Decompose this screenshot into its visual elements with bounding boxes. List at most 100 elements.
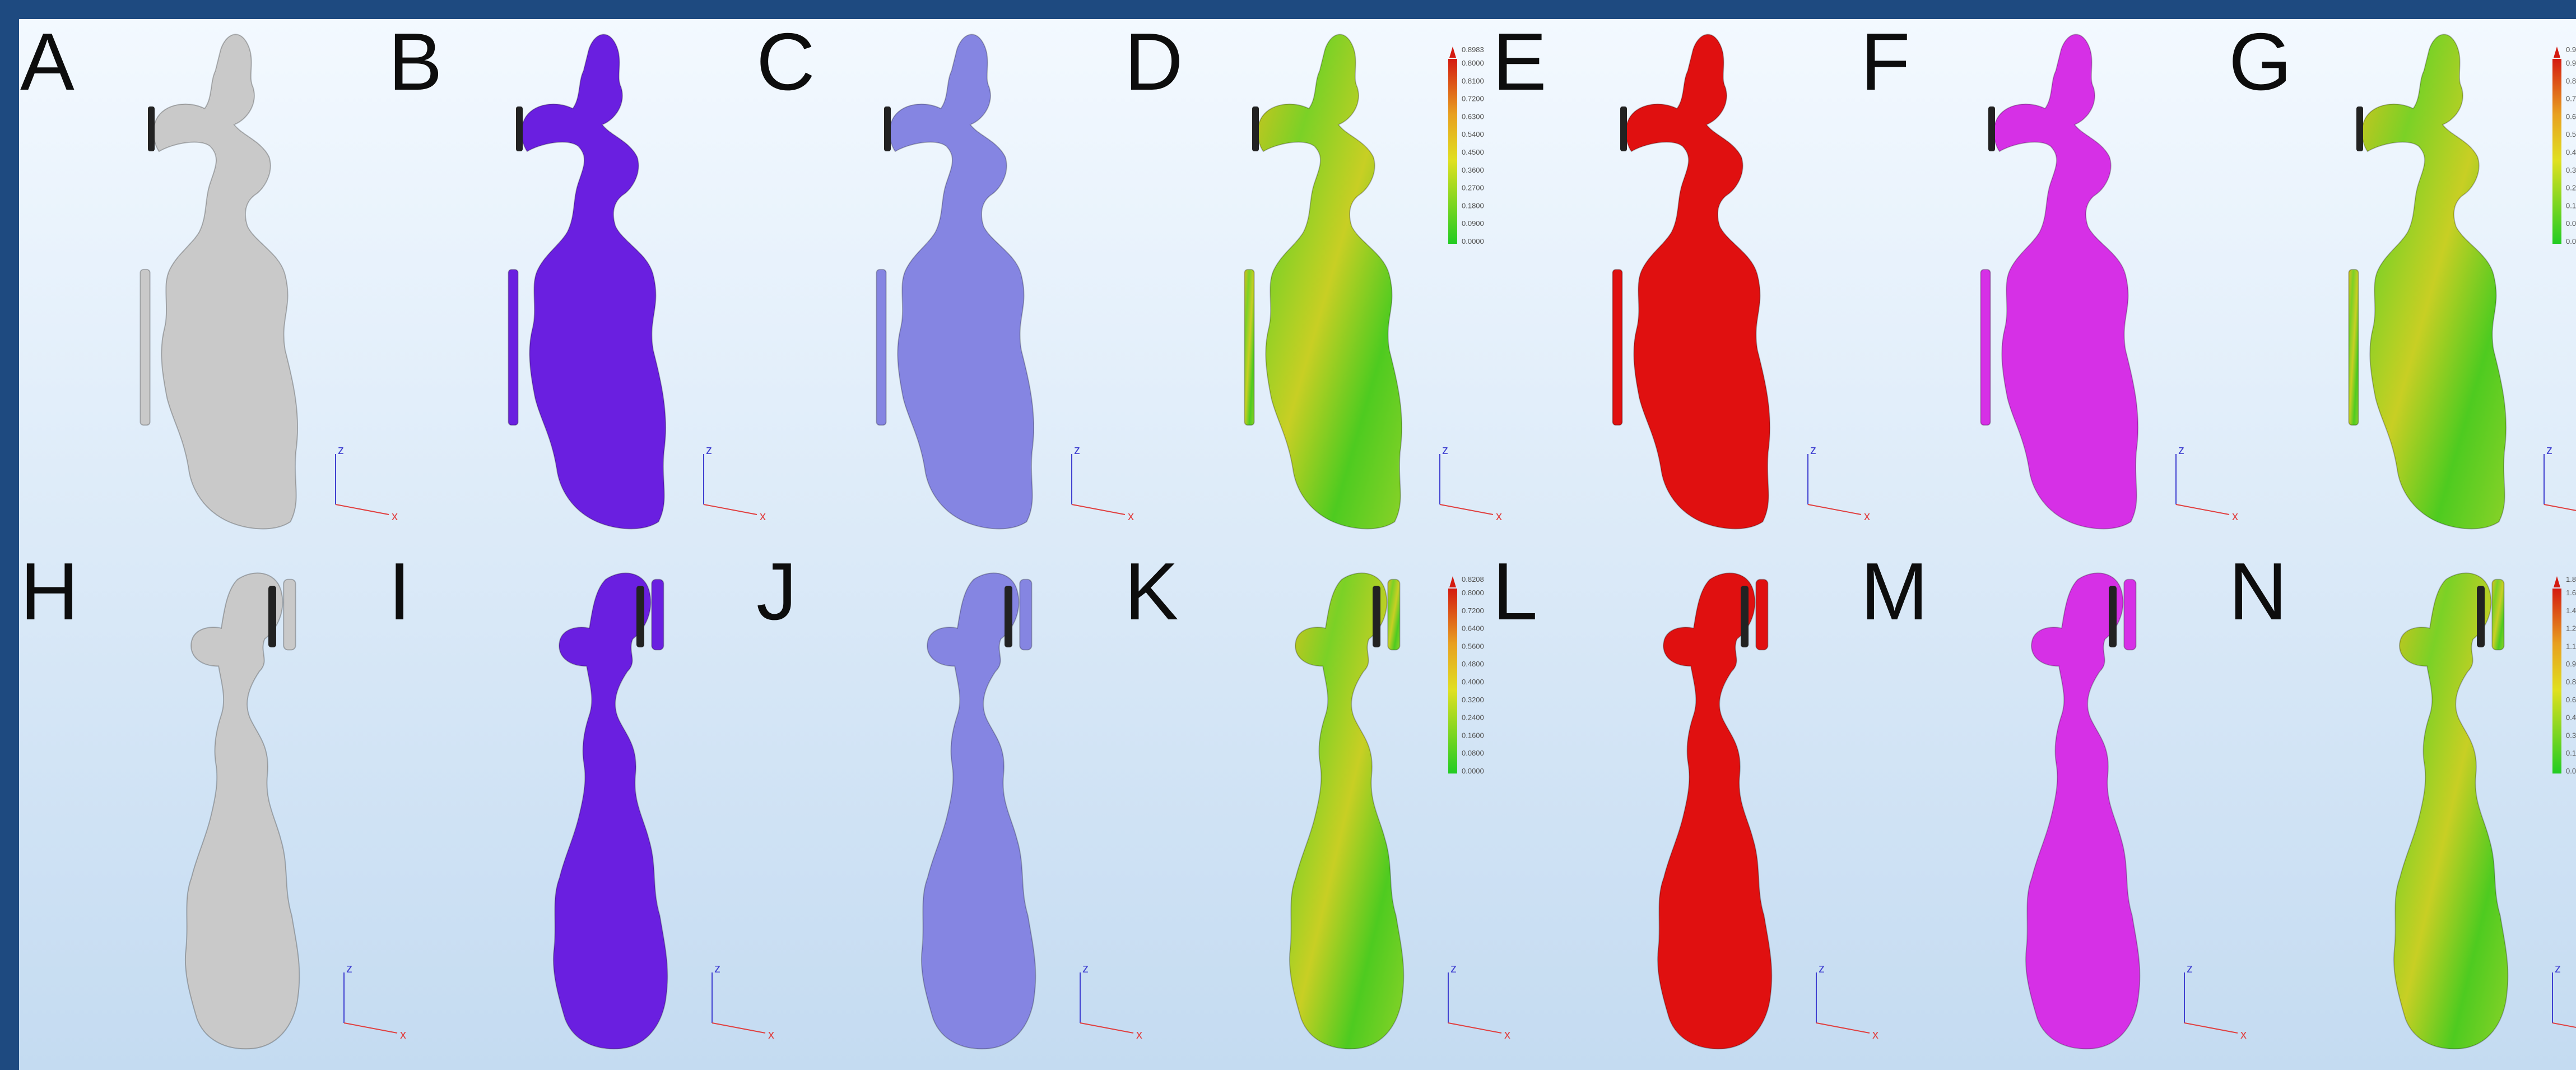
axis-x-line-D — [1439, 504, 1494, 515]
axis-z-label-C: z — [1074, 443, 1080, 457]
panel-K: Kzx0.82080.80000.72000.64000.56000.48000… — [1124, 546, 1510, 1050]
panel-J: Jz x — [756, 546, 1142, 1050]
axis-x-line-H — [343, 1022, 398, 1034]
panel-label-I: I — [388, 546, 411, 637]
colorbar-tick: 1.2800 — [2566, 624, 2576, 633]
colorbar-max: 0.9 — [2566, 45, 2576, 54]
cut-plane-M — [2109, 586, 2117, 647]
panel-label-N: N — [2229, 546, 2287, 637]
cut-plane-A — [148, 106, 155, 151]
colorbar-tick: 0.0000 — [2566, 237, 2576, 246]
axis-x-label-B: x — [760, 509, 766, 523]
colorbar-tick: 0.6300 — [1462, 112, 1484, 121]
panel-label-H: H — [20, 546, 79, 637]
colorbar-tick: 0.0000 — [1462, 767, 1484, 775]
axis-z-label-B: z — [706, 443, 712, 457]
axis-x-line-C — [1071, 504, 1126, 515]
axis-z-label-G: z — [2546, 443, 2552, 457]
cut-plane-I — [636, 586, 644, 647]
panel-H: Hz x — [20, 546, 406, 1050]
axis-z-label-L: z — [1819, 961, 1825, 975]
cut-plane-E — [1620, 106, 1627, 151]
colorbar-arrow — [2554, 576, 2560, 587]
colorbar-tick: 0.8100 — [2566, 77, 2576, 85]
axis-x-line-J — [1080, 1022, 1134, 1034]
colorbar-tick: 0.4500 — [2566, 148, 2576, 156]
colorbar-tick: 1.1200 — [2566, 642, 2576, 650]
axis-x-label-H: x — [400, 1027, 406, 1041]
axis-x-line-K — [1448, 1022, 1502, 1034]
axis-z-label-K: z — [1450, 961, 1457, 975]
axis-x-label-M: x — [2240, 1027, 2247, 1041]
colorbar-D: 0.8983 0.8000 0.8100 0.7200 0.6300 0.5400 0.45… — [1448, 45, 1484, 246]
axis-z-label-F: z — [2178, 443, 2184, 457]
colorbar-tick: 0.5600 — [1462, 642, 1484, 650]
colorbar-tick: 0.3600 — [1462, 166, 1484, 174]
colorbar-tick: 0.1600 — [1462, 731, 1484, 739]
panel-F: Fz x — [1861, 16, 2238, 530]
cut-plane-F — [1988, 106, 1995, 151]
axis-x-line-N — [2552, 1022, 2576, 1028]
colorbar-tick: 0.1800 — [2566, 201, 2576, 210]
panel-A: Az x — [20, 16, 398, 530]
colorbar-tick: 0.0000 — [1462, 237, 1484, 246]
colorbar-tick: 0.3600 — [2566, 166, 2576, 174]
colorbar-arrow — [1449, 47, 1456, 58]
axis-x-label-I: x — [768, 1027, 774, 1041]
axis-x-line-L — [1816, 1022, 1870, 1034]
colorbar-gradient — [2552, 589, 2561, 773]
axis-x-label-E: x — [1864, 509, 1870, 523]
colorbar-tick: 1.4400 — [2566, 606, 2576, 615]
colorbar-tick: 0.4800 — [1462, 660, 1484, 668]
axis-x-label-K: x — [1504, 1027, 1510, 1041]
axis-x-label-A: x — [392, 509, 398, 523]
axis-z-label-D: z — [1442, 443, 1448, 457]
colorbar-arrow — [2554, 47, 2560, 58]
axis-z-label-H: z — [346, 961, 352, 975]
axis-z-label-A: z — [338, 443, 344, 457]
colorbar-tick: 0.6300 — [2566, 112, 2576, 121]
cut-plane-L — [1741, 586, 1749, 647]
colorbar-tick: 0.1800 — [1462, 201, 1484, 210]
panel-label-M: M — [1861, 546, 1928, 637]
cut-plane-J — [1005, 586, 1012, 647]
colorbar-tick: 0.2700 — [1462, 184, 1484, 192]
colorbar-tick: 0.8000 — [1462, 589, 1484, 597]
colorbar-tick: 0.4000 — [1462, 678, 1484, 686]
axis-x-label-J: x — [1136, 1027, 1142, 1041]
cut-plane-N — [2477, 586, 2485, 647]
colorbar-arrow — [1449, 576, 1456, 587]
colorbar-tick: 0.5400 — [2566, 130, 2576, 138]
colorbar-tick: 0.0900 — [1462, 219, 1484, 228]
colorbar-gradient — [1448, 59, 1457, 244]
panel-label-B: B — [388, 16, 443, 107]
panel-label-G: G — [2229, 16, 2292, 107]
colorbar-K: 0.8208 0.8000 0.7200 0.6400 0.5600 0.4800 0.40… — [1448, 575, 1484, 775]
colorbar-tick: 0.0800 — [1462, 749, 1484, 757]
cut-plane-B — [516, 106, 523, 151]
cut-plane-G — [2356, 106, 2363, 151]
axis-z-label-I: z — [714, 961, 720, 975]
colorbar-tick: 0.8000 — [1462, 59, 1484, 67]
axis-z-label-E: z — [1810, 443, 1816, 457]
cut-plane-D — [1252, 106, 1259, 151]
colorbar-tick: 0.5400 — [1462, 130, 1484, 138]
colorbar-tick: 0.7200 — [1462, 606, 1484, 615]
colorbar-tick: 0.0900 — [2566, 219, 2576, 228]
colorbar-tick: 0.4500 — [1462, 148, 1484, 156]
colorbar-tick: 0.9600 — [2566, 660, 2576, 668]
axis-x-line-B — [703, 504, 757, 515]
axis-x-label-D: x — [1496, 509, 1502, 523]
panel-label-D: D — [1124, 16, 1183, 107]
cut-plane-C — [884, 106, 891, 151]
axis-x-label-F: x — [2232, 509, 2238, 523]
panel-C: Cz x — [756, 16, 1134, 530]
panel-label-L: L — [1492, 546, 1538, 637]
axis-z-label-M: z — [2187, 961, 2193, 975]
axis-x-line-F — [2175, 504, 2230, 515]
